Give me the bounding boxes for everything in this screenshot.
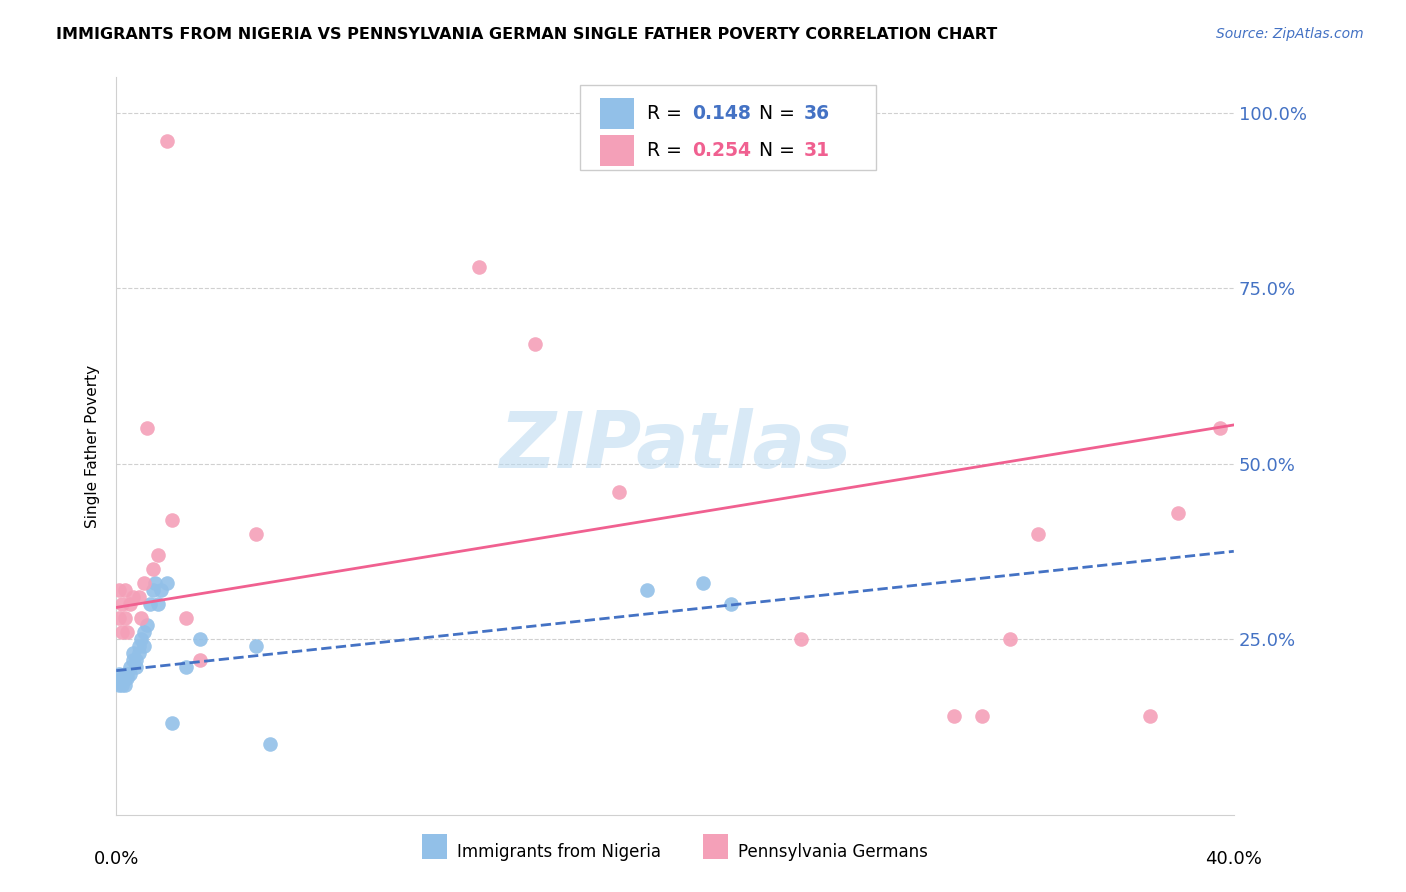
- Point: [120, 660, 142, 674]
- Point: [790, 632, 813, 646]
- Point: [524, 337, 547, 351]
- Point: [139, 597, 162, 611]
- Point: [134, 625, 156, 640]
- Point: [1139, 709, 1161, 723]
- Point: [607, 484, 630, 499]
- Point: [117, 667, 139, 681]
- Point: [720, 597, 742, 611]
- Point: [114, 582, 136, 597]
- Point: [131, 611, 153, 625]
- Point: [148, 597, 170, 611]
- Point: [122, 590, 145, 604]
- Y-axis label: Single Father Poverty: Single Father Poverty: [86, 365, 100, 527]
- Text: N =: N =: [759, 104, 800, 123]
- Point: [120, 597, 142, 611]
- Point: [125, 653, 148, 667]
- Point: [128, 639, 150, 653]
- Point: [636, 582, 658, 597]
- Point: [136, 618, 159, 632]
- Point: [122, 646, 145, 660]
- Point: [111, 678, 134, 692]
- Point: [111, 597, 134, 611]
- Text: 31: 31: [804, 141, 830, 160]
- Point: [122, 653, 145, 667]
- Bar: [600, 135, 634, 166]
- Point: [142, 582, 165, 597]
- Point: [174, 611, 197, 625]
- FancyBboxPatch shape: [581, 85, 876, 169]
- Text: Source: ZipAtlas.com: Source: ZipAtlas.com: [1216, 27, 1364, 41]
- Point: [692, 575, 714, 590]
- Point: [145, 575, 167, 590]
- Text: R =: R =: [647, 141, 688, 160]
- Point: [943, 709, 966, 723]
- Text: IMMIGRANTS FROM NIGERIA VS PENNSYLVANIA GERMAN SINGLE FATHER POVERTY CORRELATION: IMMIGRANTS FROM NIGERIA VS PENNSYLVANIA …: [56, 27, 997, 42]
- Point: [174, 660, 197, 674]
- Point: [1000, 632, 1022, 646]
- Point: [188, 632, 211, 646]
- Text: 0.254: 0.254: [692, 141, 751, 160]
- Point: [134, 575, 156, 590]
- Point: [188, 653, 211, 667]
- Point: [1167, 506, 1189, 520]
- Point: [972, 709, 994, 723]
- Text: 36: 36: [804, 104, 830, 123]
- Point: [114, 678, 136, 692]
- Point: [1026, 526, 1049, 541]
- Point: [111, 625, 134, 640]
- Point: [148, 548, 170, 562]
- Text: 0.148: 0.148: [692, 104, 751, 123]
- Point: [128, 646, 150, 660]
- Point: [111, 671, 134, 685]
- Point: [117, 625, 139, 640]
- Point: [128, 590, 150, 604]
- Point: [125, 660, 148, 674]
- Point: [149, 582, 172, 597]
- Point: [245, 526, 267, 541]
- Bar: [600, 98, 634, 129]
- Point: [108, 667, 131, 681]
- Point: [142, 562, 165, 576]
- Point: [245, 639, 267, 653]
- Point: [134, 639, 156, 653]
- Point: [136, 421, 159, 435]
- Text: 0.0%: 0.0%: [94, 850, 139, 868]
- Text: Pennsylvania Germans: Pennsylvania Germans: [738, 843, 928, 861]
- Point: [114, 611, 136, 625]
- Point: [259, 737, 281, 751]
- Point: [468, 260, 491, 274]
- Text: R =: R =: [647, 104, 688, 123]
- Point: [160, 716, 183, 731]
- Point: [160, 513, 183, 527]
- Text: 40.0%: 40.0%: [1205, 850, 1263, 868]
- Point: [108, 582, 131, 597]
- Point: [114, 671, 136, 685]
- Text: ZIPatlas: ZIPatlas: [499, 408, 851, 484]
- Point: [108, 611, 131, 625]
- Point: [155, 575, 177, 590]
- Text: Immigrants from Nigeria: Immigrants from Nigeria: [457, 843, 661, 861]
- Point: [117, 671, 139, 685]
- Point: [120, 667, 142, 681]
- Point: [155, 134, 177, 148]
- Point: [1209, 421, 1232, 435]
- Point: [131, 632, 153, 646]
- Text: N =: N =: [759, 141, 800, 160]
- Point: [108, 678, 131, 692]
- Point: [108, 674, 131, 689]
- Point: [114, 667, 136, 681]
